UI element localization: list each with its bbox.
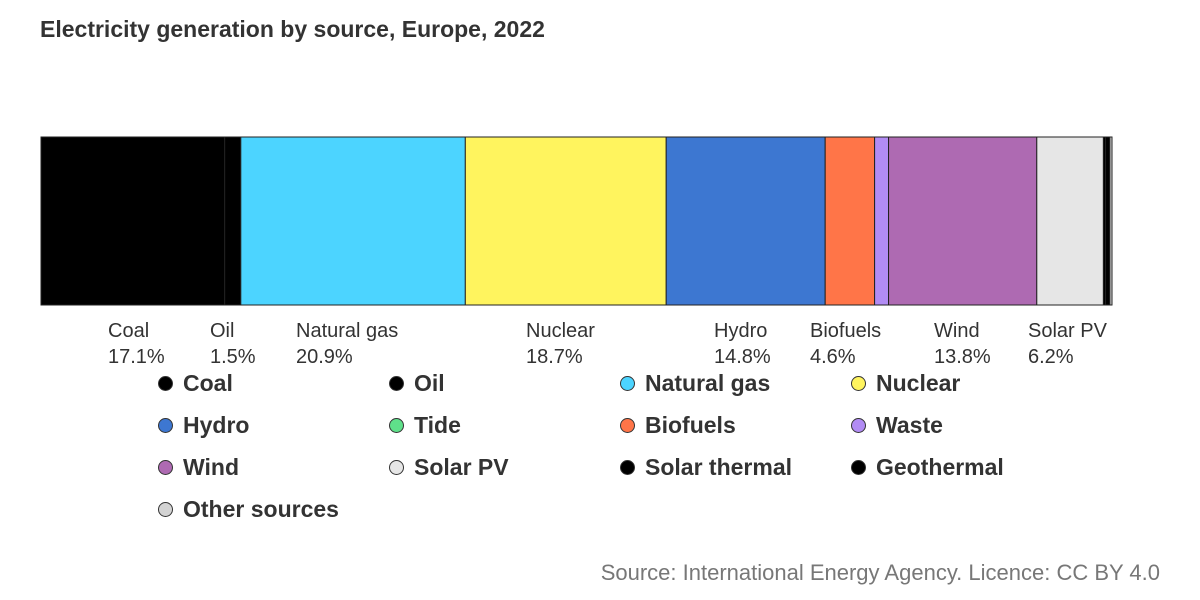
legend-swatch-solar-pv [389,459,404,475]
legend-item-geothermal[interactable]: Geothermal [851,446,1082,488]
legend-swatch-other-sources [158,501,173,517]
bar-segment-waste [874,136,890,306]
legend-label-solar-thermal: Solar thermal [645,453,792,480]
legend-label-hydro: Hydro [183,411,250,438]
bar-group [40,136,1113,306]
stacked-bar-chart: Coal 17.1% Oil 1.5% Natural gas 20.9% Nuclear 1… [40,136,1113,368]
legend-item-hydro[interactable]: Hydro [158,404,389,446]
segment-label-value-nuclear: 18.7% [526,346,583,368]
segment-label-value-hydro: 14.8% [714,346,771,368]
bar-segment-oil [224,136,242,306]
legend-item-biofuels[interactable]: Biofuels [620,404,851,446]
legend-swatch-geothermal [851,459,866,475]
legend-swatch-hydro [158,417,173,433]
source-note: Source: International Energy Agency. Lic… [600,560,1160,585]
segment-label-name-solar-pv: Solar PV [1028,320,1108,342]
legend-label-tide: Tide [414,411,461,438]
legend-item-coal[interactable]: Coal [158,362,389,404]
segment-label-value-solar-pv: 6.2% [1028,346,1074,368]
bar-segment-geothermal [1105,136,1111,306]
segment-label-name-natural-gas: Natural gas [296,320,398,342]
legend-swatch-oil [389,375,404,391]
legend-label-geothermal: Geothermal [876,453,1004,480]
segment-label-name-biofuels: Biofuels [810,320,881,342]
legend-label-nuclear: Nuclear [876,369,961,396]
legend-swatch-nuclear [851,375,866,391]
legend-swatch-waste [851,417,866,433]
bar-segment-nuclear [464,136,667,306]
bar-segment-coal [40,136,226,306]
legend-label-wind: Wind [183,453,239,480]
segment-label-value-natural-gas: 20.9% [296,346,353,368]
bar-segment-other-sources [1109,136,1113,306]
chart-title: Electricity generation by source, Europe… [40,16,545,42]
segment-label-value-oil: 1.5% [210,346,256,368]
legend-label-other-sources: Other sources [183,495,339,522]
legend-label-solar-pv: Solar PV [414,453,509,480]
segment-label-name-wind: Wind [934,320,980,342]
legend-label-coal: Coal [183,369,233,396]
segment-label-value-biofuels: 4.6% [810,346,856,368]
bar-segment-solar-pv [1036,136,1104,306]
legend-item-solar-pv[interactable]: Solar PV [389,446,620,488]
legend-item-solar-thermal[interactable]: Solar thermal [620,446,851,488]
legend-label-oil: Oil [414,369,445,396]
legend-swatch-solar-thermal [620,459,635,475]
segment-label-name-coal: Coal [108,320,149,342]
legend-label-waste: Waste [876,411,943,438]
segment-label-name-hydro: Hydro [714,320,767,342]
segment-labels: Coal 17.1% Oil 1.5% Natural gas 20.9% Nuclear 1… [108,320,1108,368]
legend-label-biofuels: Biofuels [645,411,736,438]
legend: Coal Oil Natural gas Nuclear Hydro Tide Biofue… [158,362,1078,530]
legend-item-wind[interactable]: Wind [158,446,389,488]
segment-label-value-coal: 17.1% [108,346,165,368]
bar-segment-hydro [665,136,826,306]
legend-item-nuclear[interactable]: Nuclear [851,362,1082,404]
legend-swatch-biofuels [620,417,635,433]
legend-swatch-coal [158,375,173,391]
legend-item-other-sources[interactable]: Other sources [158,488,389,530]
segment-label-value-wind: 13.8% [934,346,991,368]
legend-swatch-natural-gas [620,375,635,391]
segment-label-name-oil: Oil [210,320,234,342]
bar-segment-natural-gas [240,136,466,306]
bar-segment-wind [888,136,1038,306]
legend-swatch-wind [158,459,173,475]
legend-label-natural-gas: Natural gas [645,369,771,396]
legend-item-tide[interactable]: Tide [389,404,620,446]
bar-segment-biofuels [824,136,876,306]
legend-swatch-tide [389,417,404,433]
segment-label-name-nuclear: Nuclear [526,320,595,342]
legend-item-waste[interactable]: Waste [851,404,1082,446]
legend-item-oil[interactable]: Oil [389,362,620,404]
legend-item-natural-gas[interactable]: Natural gas [620,362,851,404]
